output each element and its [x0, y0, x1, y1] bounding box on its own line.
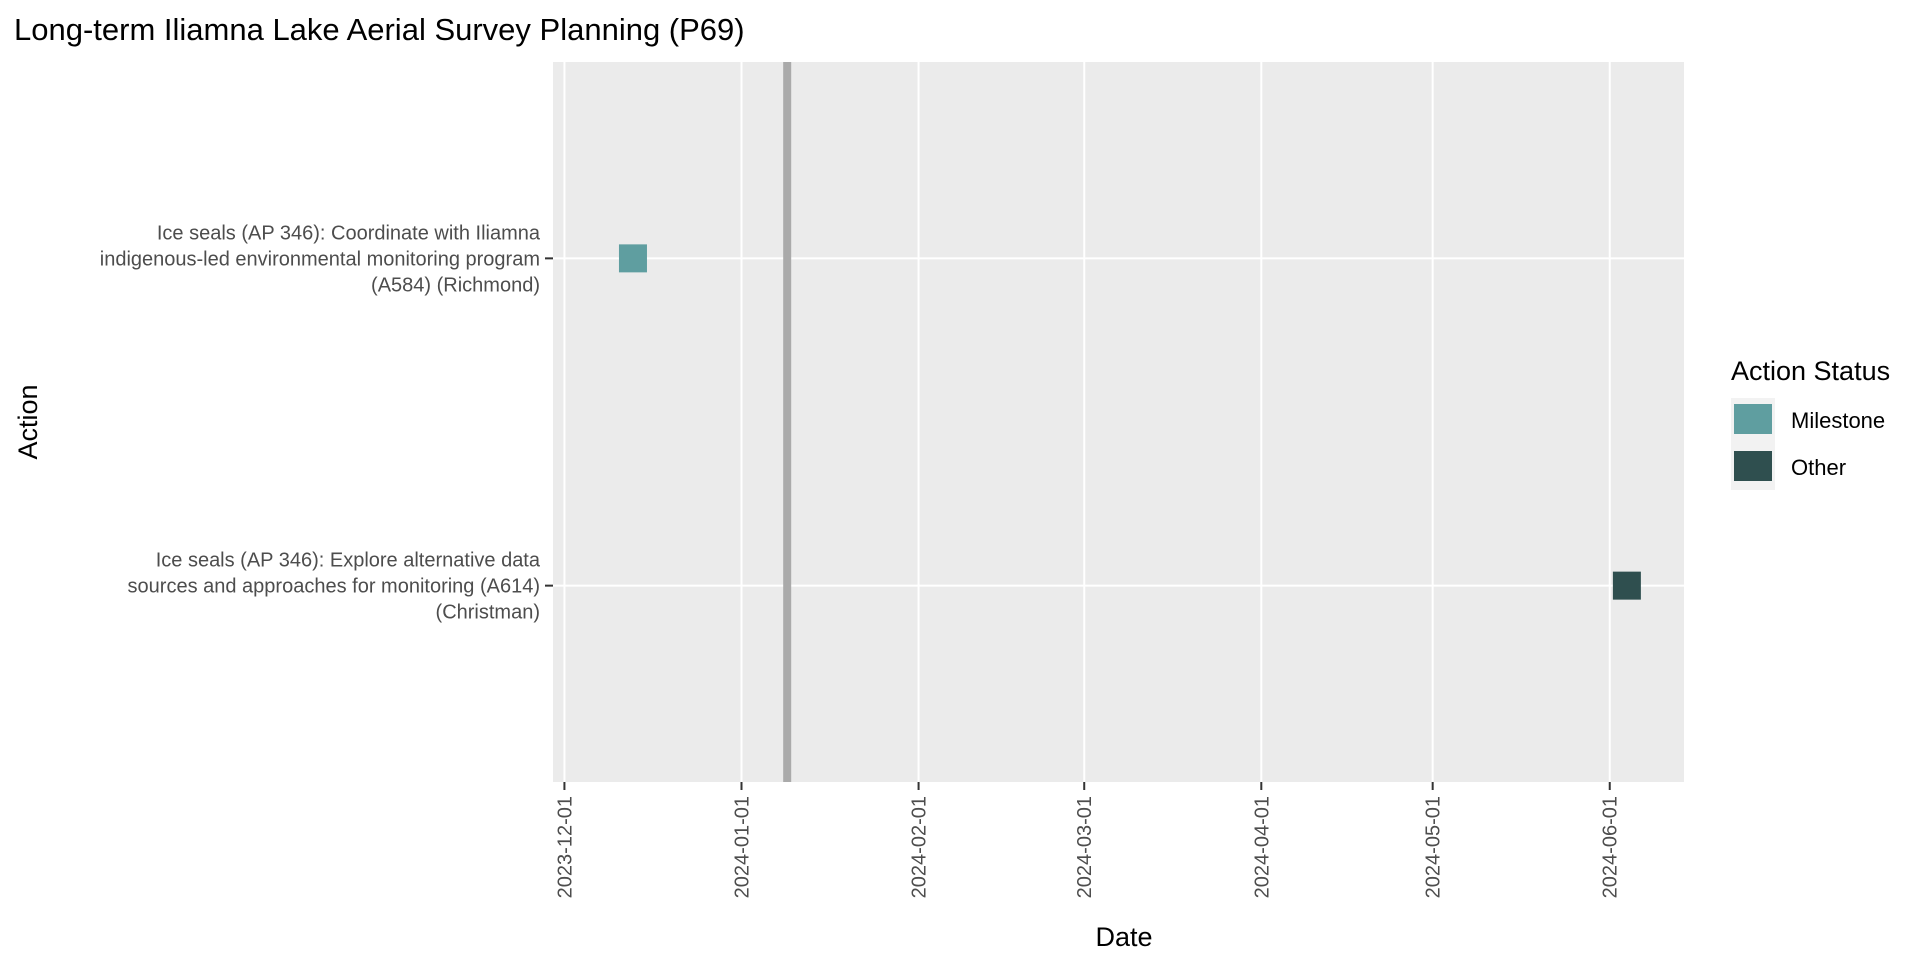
legend-key-other	[1734, 451, 1772, 481]
y-axis-title: Action	[13, 384, 43, 459]
point-milestone	[618, 244, 647, 273]
grid-lines	[553, 62, 1684, 782]
plot-panel	[553, 62, 1684, 782]
legend-key-milestone	[1734, 404, 1772, 434]
x-tick-label: 2024-03-01	[1074, 796, 1096, 898]
x-tick-label: 2024-06-01	[1600, 796, 1622, 898]
legend-label-milestone: Milestone	[1791, 408, 1885, 433]
x-tick-label: 2024-04-01	[1251, 796, 1273, 898]
legend-title: Action Status	[1731, 356, 1890, 386]
x-tick-label: 2024-05-01	[1423, 796, 1445, 898]
y-tick-label: Ice seals (AP 346): Explore alternative …	[128, 550, 541, 624]
data-points	[618, 244, 1641, 600]
x-tick-label: 2024-02-01	[909, 796, 931, 898]
chart-title: Long-term Iliamna Lake Aerial Survey Pla…	[14, 12, 745, 47]
x-tick-label: 2024-01-01	[732, 796, 754, 898]
legend: Action Status Milestone Other	[1731, 356, 1890, 490]
x-axis: 2023-12-01 2024-01-01 2024-02-01 2024-03-01…	[554, 782, 1622, 898]
x-axis-title: Date	[1095, 922, 1152, 952]
y-tick-label: Ice seals (AP 346): Coordinate with Ilia…	[100, 222, 541, 296]
point-other	[1612, 571, 1641, 600]
y-axis: Ice seals (AP 346): Coordinate with Ilia…	[100, 222, 553, 624]
legend-label-other: Other	[1791, 455, 1846, 480]
x-tick-label: 2023-12-01	[554, 796, 576, 898]
